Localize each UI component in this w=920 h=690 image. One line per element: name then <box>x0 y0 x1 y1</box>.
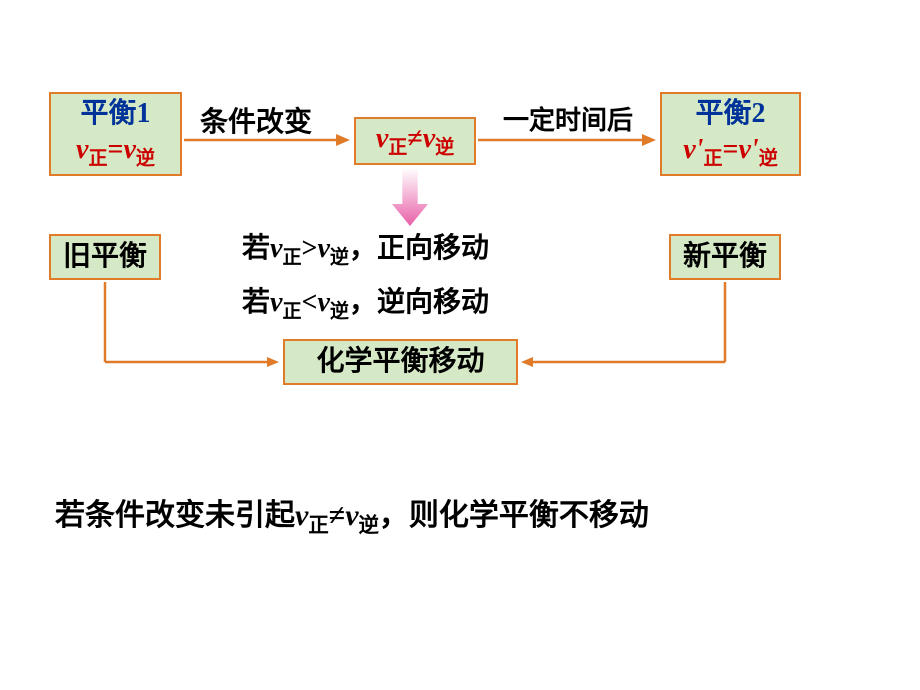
connector-right <box>0 0 920 690</box>
